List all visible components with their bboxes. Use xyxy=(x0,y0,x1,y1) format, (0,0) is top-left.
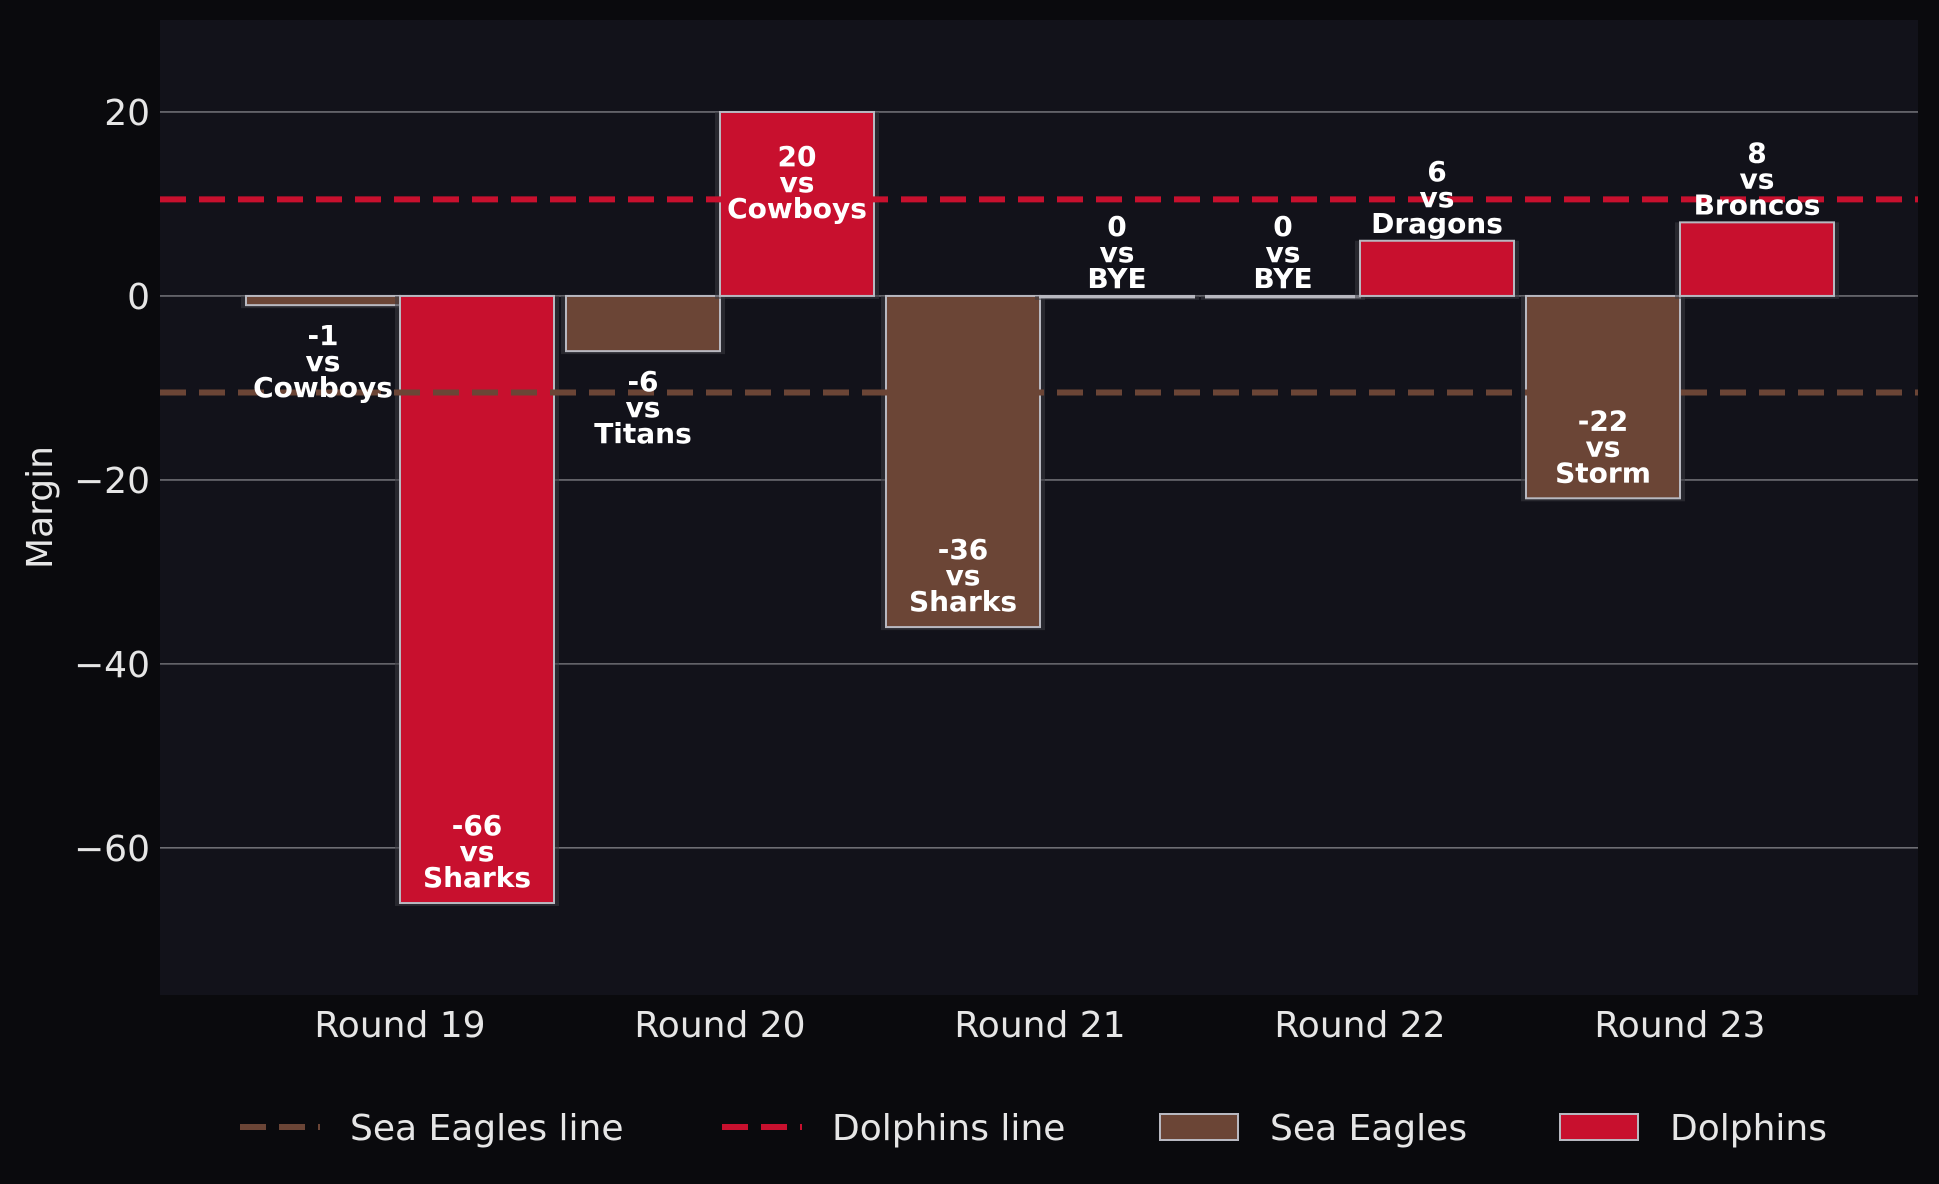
data-label: 0 xyxy=(1273,210,1292,243)
bar-sea-eagles xyxy=(245,294,401,307)
legend-bar-swatch xyxy=(1559,1113,1639,1141)
x-tick-label: Round 21 xyxy=(954,1005,1125,1046)
bar-sea-eagles xyxy=(565,294,721,353)
y-axis-label: Margin xyxy=(20,446,61,569)
data-label: Sharks xyxy=(423,861,531,894)
legend-label: Dolphins line xyxy=(832,1108,1065,1149)
data-label: vs xyxy=(1420,181,1455,214)
data-label: -36 xyxy=(938,533,989,566)
data-label: vs xyxy=(306,345,341,378)
data-label: BYE xyxy=(1087,262,1146,295)
bar-sea-eagles xyxy=(885,294,1041,629)
y-tick-label: −40 xyxy=(74,645,150,686)
data-label: 20 xyxy=(778,140,817,173)
data-label: -1 xyxy=(307,319,338,352)
legend-label: Sea Eagles line xyxy=(350,1108,623,1149)
data-label: 8 xyxy=(1747,136,1766,169)
data-label: Sharks xyxy=(909,585,1017,618)
x-tick-label: Round 20 xyxy=(634,1005,805,1046)
data-label: Broncos xyxy=(1694,188,1821,221)
y-tick-label: 20 xyxy=(104,93,150,134)
bar-sea-eagles xyxy=(1205,294,1361,299)
data-label: -66 xyxy=(452,809,503,842)
bar-dolphins xyxy=(1679,221,1835,297)
data-label: Dragons xyxy=(1371,207,1503,240)
x-tick-label: Round 22 xyxy=(1274,1005,1445,1046)
bar-dolphins xyxy=(1039,294,1195,299)
y-tick-label: −20 xyxy=(74,461,150,502)
bar-dolphins xyxy=(719,110,875,297)
data-label: Titans xyxy=(594,417,692,450)
legend-label: Dolphins xyxy=(1670,1108,1827,1149)
x-tick-label: Round 23 xyxy=(1594,1005,1765,1046)
data-label: vs xyxy=(1266,236,1301,269)
data-label: vs xyxy=(1586,430,1621,463)
data-label: Storm xyxy=(1555,456,1651,489)
data-label: vs xyxy=(946,559,981,592)
data-label: vs xyxy=(460,835,495,868)
bar-dolphins xyxy=(1359,239,1515,297)
y-tick-label: 0 xyxy=(127,277,150,318)
data-label: vs xyxy=(1740,162,1775,195)
data-label: 6 xyxy=(1427,155,1446,188)
data-label: Cowboys xyxy=(253,371,393,404)
legend-label: Sea Eagles xyxy=(1270,1108,1467,1149)
data-label: vs xyxy=(1100,236,1135,269)
bar-sea-eagles xyxy=(1525,294,1681,500)
bar-dolphins xyxy=(399,294,555,905)
data-label: -6 xyxy=(627,365,658,398)
data-label: vs xyxy=(626,391,661,424)
data-label: -22 xyxy=(1578,404,1629,437)
data-label: Cowboys xyxy=(727,192,867,225)
legend-bar-swatch xyxy=(1159,1113,1239,1141)
x-tick-label: Round 19 xyxy=(314,1005,485,1046)
data-label: BYE xyxy=(1253,262,1312,295)
y-tick-label: −60 xyxy=(74,829,150,870)
data-label: vs xyxy=(780,166,815,199)
data-label: 0 xyxy=(1107,210,1126,243)
